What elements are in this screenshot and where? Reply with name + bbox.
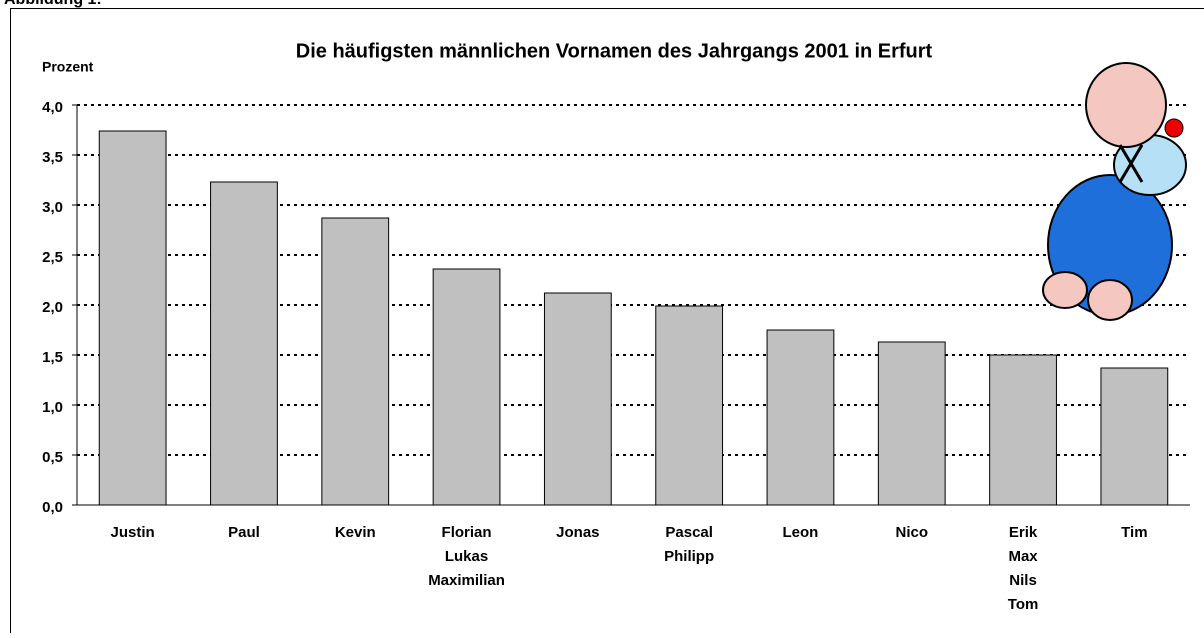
y-tick-label: 3,5 bbox=[42, 149, 63, 166]
y-tick-label: 1,5 bbox=[42, 349, 63, 366]
x-tick-label: Paul bbox=[228, 524, 260, 541]
bar bbox=[990, 355, 1057, 505]
bar bbox=[767, 330, 834, 505]
bar bbox=[878, 342, 945, 505]
x-tick-label: Tim bbox=[1121, 524, 1147, 541]
chart-title: Die häufigsten männlichen Vornamen des J… bbox=[296, 40, 933, 62]
bar bbox=[544, 293, 611, 505]
x-tick-label: Nico bbox=[895, 524, 928, 541]
x-tick-label: Philipp bbox=[664, 548, 714, 565]
x-tick-label: Lukas bbox=[445, 548, 488, 565]
y-tick-label: 0,5 bbox=[42, 449, 63, 466]
y-tick-label: 4,0 bbox=[42, 99, 63, 116]
y-tick-label: 0,0 bbox=[42, 499, 63, 516]
y-tick-label: 2,5 bbox=[42, 249, 63, 266]
bar bbox=[99, 131, 166, 505]
x-tick-label: Maximilian bbox=[428, 572, 505, 589]
y-tick-label: 1,0 bbox=[42, 399, 63, 416]
bar bbox=[656, 306, 723, 505]
figure-caption: Abbildung 1: bbox=[4, 0, 102, 8]
x-tick-label: Tom bbox=[1008, 596, 1039, 613]
x-tick-label: Kevin bbox=[335, 524, 376, 541]
x-tick-label: Jonas bbox=[556, 524, 599, 541]
x-tick-label: Pascal bbox=[665, 524, 713, 541]
baby-illustration bbox=[1043, 63, 1186, 320]
chart: Abbildung 1: Die häufigsten männlichen V… bbox=[0, 0, 1204, 633]
y-tick-label: 2,0 bbox=[42, 299, 63, 316]
bar bbox=[211, 182, 278, 505]
bar bbox=[433, 269, 500, 505]
x-tick-label: Nils bbox=[1009, 572, 1037, 589]
y-axis-label: Prozent bbox=[42, 59, 94, 75]
bar bbox=[322, 218, 389, 505]
x-tick-label: Florian bbox=[442, 524, 492, 541]
y-tick-label: 3,0 bbox=[42, 199, 63, 216]
x-tick-label: Erik bbox=[1009, 524, 1038, 541]
x-tick-label: Max bbox=[1008, 548, 1038, 565]
x-tick-label: Justin bbox=[111, 524, 155, 541]
bar bbox=[1101, 368, 1168, 505]
page: {"header": "Abbildung 1:", "chart_data":… bbox=[0, 0, 1204, 633]
x-tick-label: Leon bbox=[783, 524, 819, 541]
